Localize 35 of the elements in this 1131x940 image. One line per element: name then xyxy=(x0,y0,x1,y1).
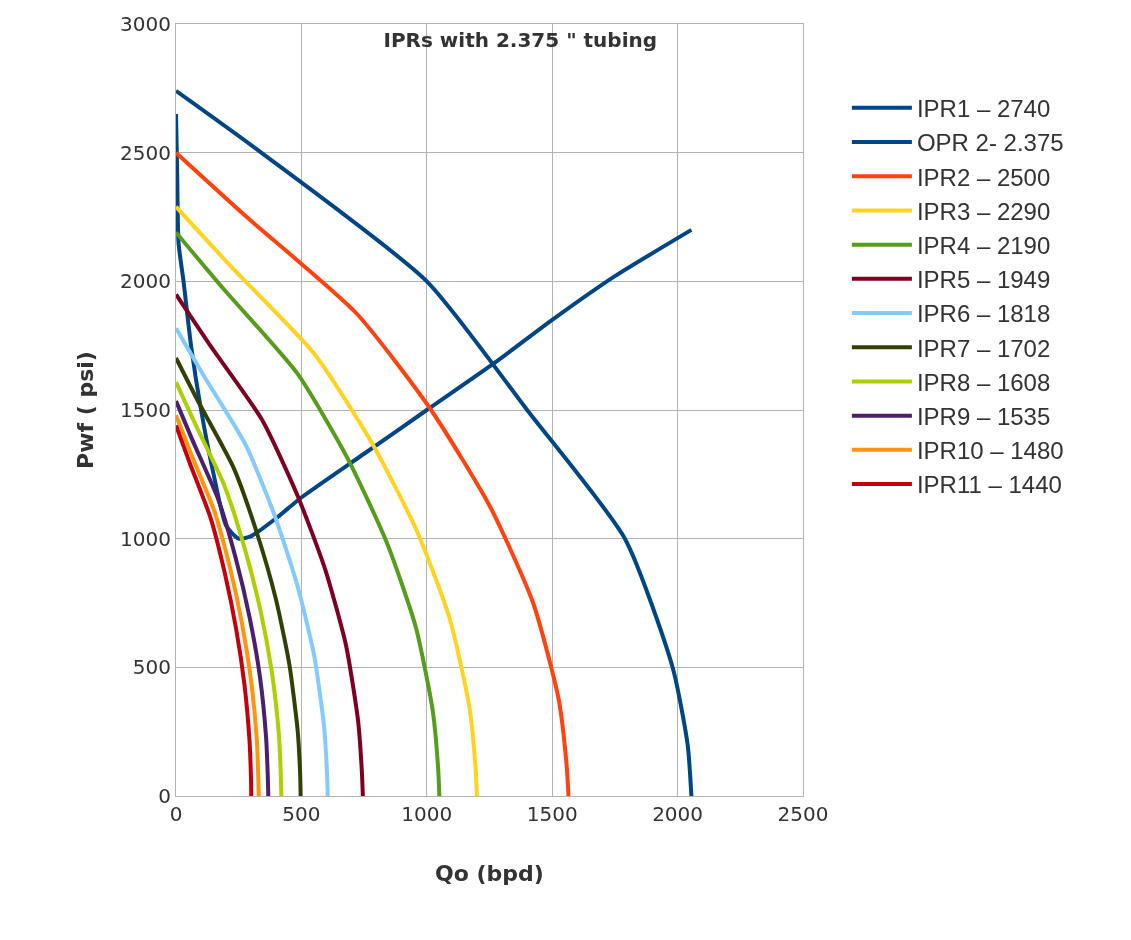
legend-label: IPR8 – 1608 xyxy=(916,368,1051,396)
chart-title: IPRs with 2.375 " tubing xyxy=(383,27,658,52)
line-series xyxy=(176,356,303,796)
legend-label: IPR10 – 1480 xyxy=(916,437,1064,465)
legend-label: OPR 2- 2.375 xyxy=(916,129,1064,157)
x-tick-label: 2000 xyxy=(652,802,704,826)
x-tick-label: 1500 xyxy=(526,802,578,826)
legend-label: IPR11 – 1440 xyxy=(916,471,1062,499)
line-series xyxy=(176,204,479,796)
legend-label: IPR7 – 1702 xyxy=(916,334,1051,362)
x-tick-label: 1000 xyxy=(401,802,453,826)
legend-label: IPR4 – 2190 xyxy=(916,232,1051,260)
legend-label: IPR2 – 2500 xyxy=(916,163,1051,191)
y-tick-label: 2500 xyxy=(120,140,171,165)
line-series xyxy=(176,150,571,796)
y-tick-label: 0 xyxy=(158,784,171,808)
line-series xyxy=(176,380,284,796)
legend-label: IPR3 – 2290 xyxy=(916,197,1051,225)
legend-label: IPR9 – 1535 xyxy=(916,403,1051,431)
line-series xyxy=(176,230,442,796)
legend-label: IPR1 – 2740 xyxy=(916,95,1051,123)
legend-label: IPR6 – 1818 xyxy=(916,300,1051,328)
line-series xyxy=(176,88,694,796)
y-tick-label: 1000 xyxy=(120,526,171,551)
x-axis-title: Qo (bpd) xyxy=(435,860,544,886)
line-series xyxy=(176,326,330,796)
y-tick-label: 3000 xyxy=(120,12,171,36)
x-tick-label: 500 xyxy=(282,802,321,826)
y-axis-title: Pwf ( psi) xyxy=(72,351,98,469)
line-series xyxy=(176,292,365,796)
x-tick-label: 2500 xyxy=(777,802,829,826)
y-tick-label: 2000 xyxy=(120,269,171,294)
legend-label: IPR5 – 1949 xyxy=(916,266,1051,294)
y-tick-label: 1500 xyxy=(120,398,171,422)
y-tick-label: 500 xyxy=(132,655,171,680)
